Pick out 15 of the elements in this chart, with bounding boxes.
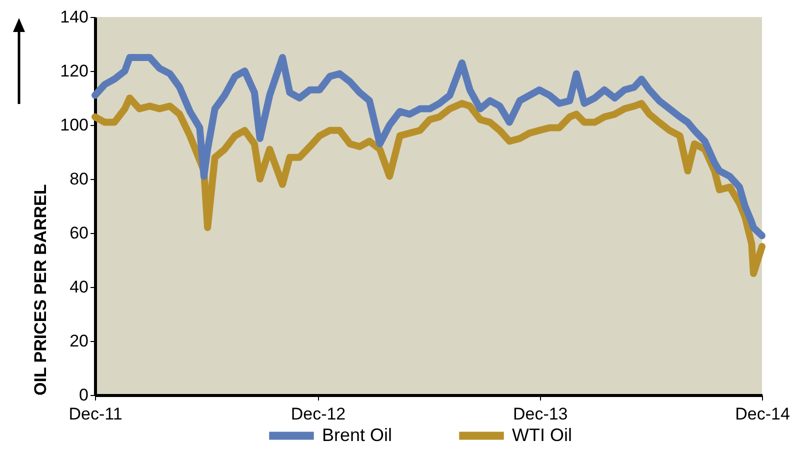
y-tick-label: 120	[60, 62, 88, 80]
y-axis-title: OIL PRICES PER BARREL	[31, 184, 50, 396]
x-tick-label: Dec-12	[290, 404, 346, 424]
y-tick-label: 0	[79, 386, 88, 404]
y-tick-label: 140	[60, 8, 88, 26]
y-tick-label: 80	[70, 170, 88, 188]
legend-label: Brent Oil	[322, 424, 392, 445]
x-tick-label: Dec-14	[735, 404, 790, 424]
y-tick-label: 100	[60, 116, 88, 134]
legend-label: WTI Oil	[512, 424, 572, 445]
y-tick-label: 60	[70, 224, 88, 242]
x-tick-label: Dec-13	[512, 404, 568, 424]
y-tick-label: 40	[70, 278, 88, 296]
y-tick-label: 20	[70, 332, 88, 350]
x-tick-label: Dec-11	[68, 404, 122, 424]
